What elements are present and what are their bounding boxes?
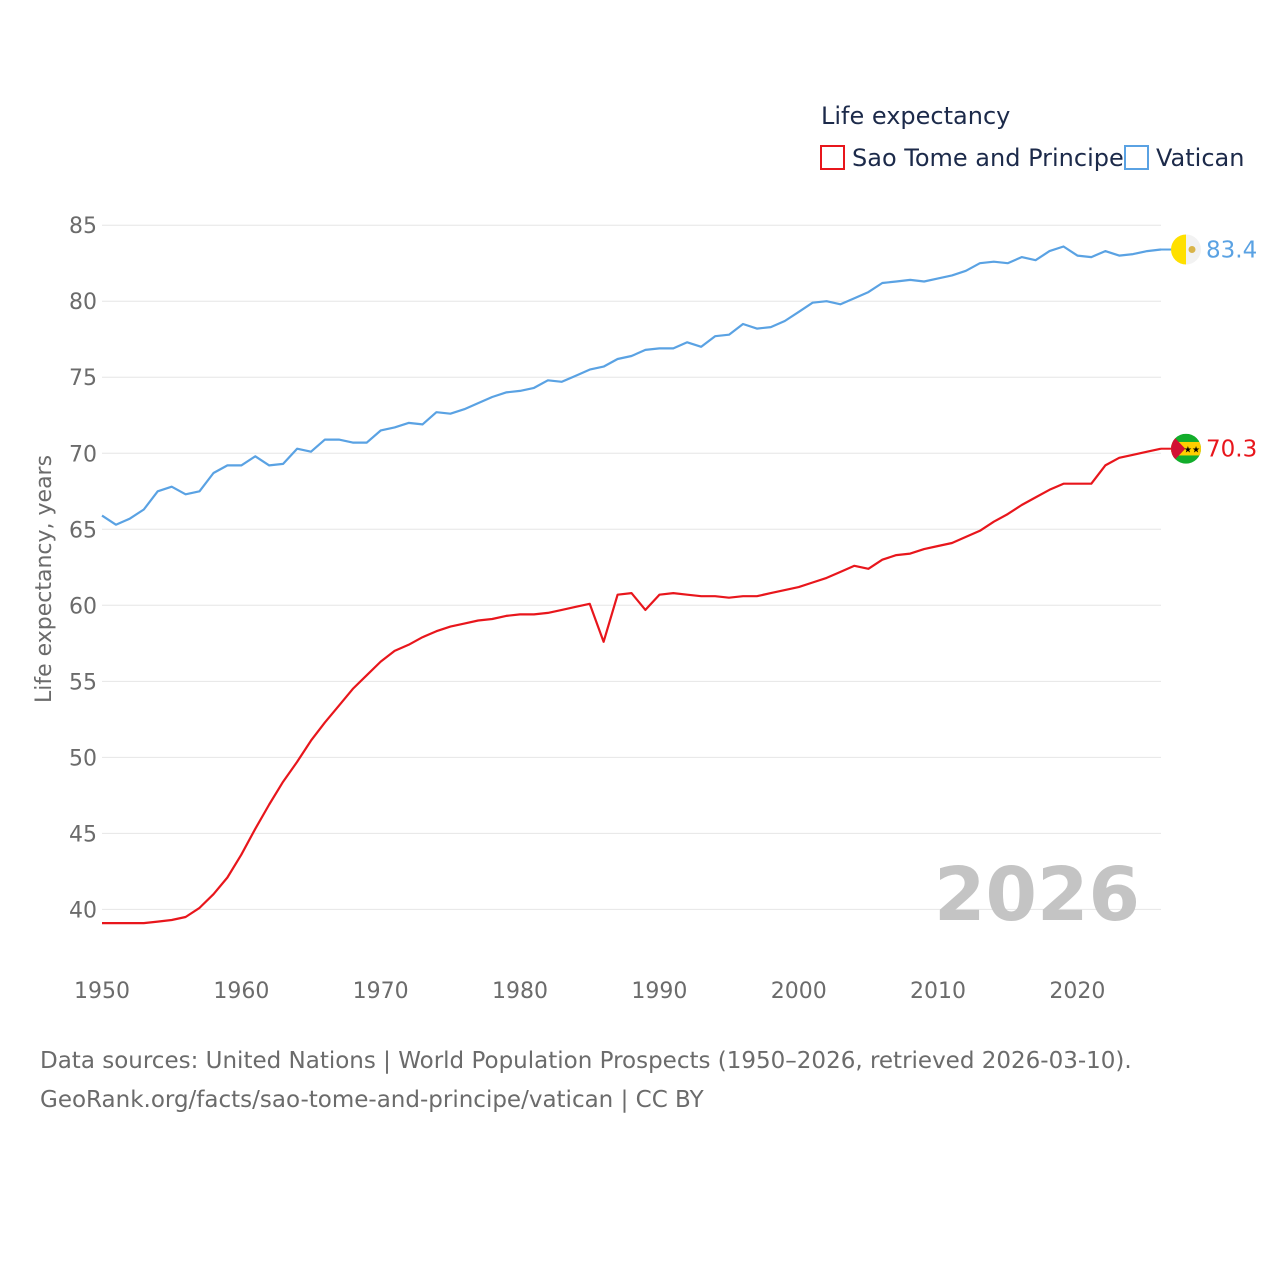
y-tick-label: 40 <box>69 898 97 923</box>
y-axis-title: Life expectancy, years <box>32 455 57 703</box>
sao-tome-flag-icon: ★★ <box>1171 433 1201 464</box>
legend: Life expectancy Sao Tome and Principe Va… <box>820 102 1244 172</box>
y-tick-label: 45 <box>69 822 97 847</box>
x-axis-ticks: 1950 1960 1970 1980 1990 2000 2010 2020 <box>74 979 1105 1004</box>
y-axis-ticks: 40 45 50 55 60 65 70 75 80 85 <box>69 214 97 923</box>
sources-line: Data sources: United Nations | World Pop… <box>40 1048 1132 1074</box>
y-tick-label: 80 <box>69 290 97 315</box>
legend-item-sao-tome[interactable]: Sao Tome and Principe <box>820 144 1124 172</box>
legend-label-sao-tome[interactable]: Sao Tome and Principe <box>852 144 1124 172</box>
x-tick-label: 1980 <box>492 979 548 1004</box>
x-tick-label: 1990 <box>631 979 687 1004</box>
y-tick-label: 55 <box>69 670 97 695</box>
series-line-vatican[interactable] <box>101 245 1162 526</box>
line-chart: Life expectancy Sao Tome and Principe Va… <box>32 102 1257 1004</box>
y-tick-label: 50 <box>69 746 97 771</box>
x-tick-label: 1960 <box>213 979 269 1004</box>
attribution-line[interactable]: GeoRank.org/facts/sao-tome-and-principe/… <box>40 1087 704 1113</box>
x-tick-label: 2010 <box>910 979 966 1004</box>
data-source-note: Data sources: United Nations | World Pop… <box>40 1042 1260 1120</box>
x-tick-label: 1970 <box>353 979 409 1004</box>
year-watermark: 2026 <box>934 852 1140 938</box>
legend-label-vatican[interactable]: Vatican <box>1156 144 1244 172</box>
legend-swatch-sao-tome[interactable] <box>820 145 845 170</box>
x-tick-label: 2000 <box>771 979 827 1004</box>
x-tick-label: 1950 <box>74 979 130 1004</box>
legend-swatch-vatican[interactable] <box>1124 145 1149 170</box>
end-value-label: 83.4 <box>1206 238 1257 264</box>
y-tick-label: 75 <box>69 366 97 391</box>
end-markers: ★★ 70.3 83.4 <box>1161 234 1257 464</box>
series-lines <box>101 245 1162 925</box>
y-tick-label: 60 <box>69 594 97 619</box>
svg-text:★★: ★★ <box>1184 446 1200 456</box>
y-tick-label: 85 <box>69 214 97 239</box>
series-line-sao-tome[interactable] <box>102 447 1162 925</box>
vatican-flag-icon <box>1171 234 1201 265</box>
end-value-label: 70.3 <box>1206 437 1257 463</box>
y-tick-label: 65 <box>69 518 97 543</box>
y-tick-label: 70 <box>69 442 97 467</box>
legend-title: Life expectancy <box>821 102 1010 130</box>
gridlines <box>102 224 1161 910</box>
x-tick-label: 2020 <box>1049 979 1105 1004</box>
legend-item-vatican[interactable]: Vatican <box>1124 144 1244 172</box>
